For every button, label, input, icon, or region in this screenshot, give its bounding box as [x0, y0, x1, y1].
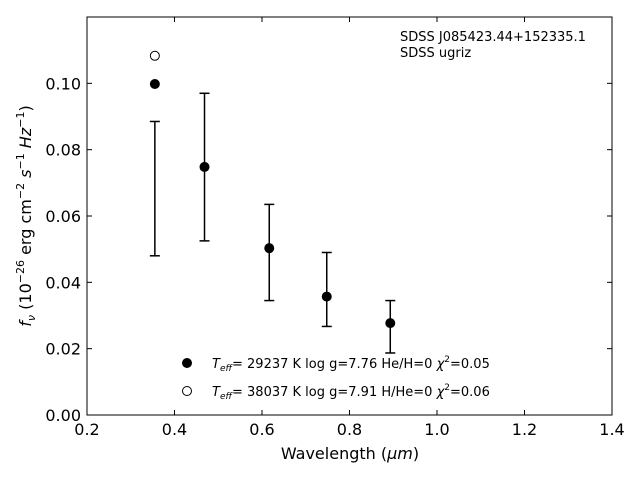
legend: Teff= 29237 K log g=7.76 He/H=0 χ2=0.05 … [182, 355, 490, 402]
model-point-filled [321, 291, 332, 302]
plot-area [87, 17, 612, 415]
model-point-filled [264, 243, 275, 254]
x-tick-label: 0.2 [74, 420, 99, 439]
legend-entry-2: Teff= 38037 K log g=7.91 H/He=0 χ2=0.06 [212, 383, 490, 402]
model-point-filled [199, 161, 210, 172]
annotation-line-2: SDSS ugriz [400, 46, 471, 61]
x-tick-label: 0.8 [337, 420, 362, 439]
y-tick-label: 0.08 [45, 141, 81, 160]
x-tick-label: 1.0 [424, 420, 449, 439]
x-axis-label: Wavelength (μm) [281, 444, 419, 463]
legend-entry-1: Teff= 29237 K log g=7.76 He/H=0 χ2=0.05 [212, 355, 490, 374]
x-tick-label: 1.2 [512, 420, 537, 439]
x-tick-label: 1.4 [599, 420, 624, 439]
axis-ticks: 0.2 0.4 0.6 0.8 1.0 1.2 1.4 0.00 0.02 0.04 0.06 0.0… [45, 17, 625, 439]
y-tick-label: 0.10 [45, 74, 81, 93]
model-point-open [149, 50, 160, 61]
y-tick-label: 0.04 [45, 273, 81, 292]
model-point-filled [149, 78, 160, 89]
plot-frame [86, 16, 613, 416]
y-axis-label: fν (10−26 erg cm−2 s−1 Hz−1) [14, 105, 38, 326]
model-point-filled [385, 318, 396, 329]
y-tick-label: 0.00 [45, 406, 81, 425]
legend-marker-open [182, 386, 192, 396]
x-tick-label: 0.6 [249, 420, 274, 439]
legend-marker-filled [182, 358, 192, 368]
x-tick-label: 0.4 [162, 420, 187, 439]
y-tick-label: 0.02 [45, 340, 81, 359]
data-points [149, 50, 396, 329]
y-tick-label: 0.06 [45, 207, 81, 226]
annotation-line-1: SDSS J085423.44+152335.1 [400, 30, 586, 45]
